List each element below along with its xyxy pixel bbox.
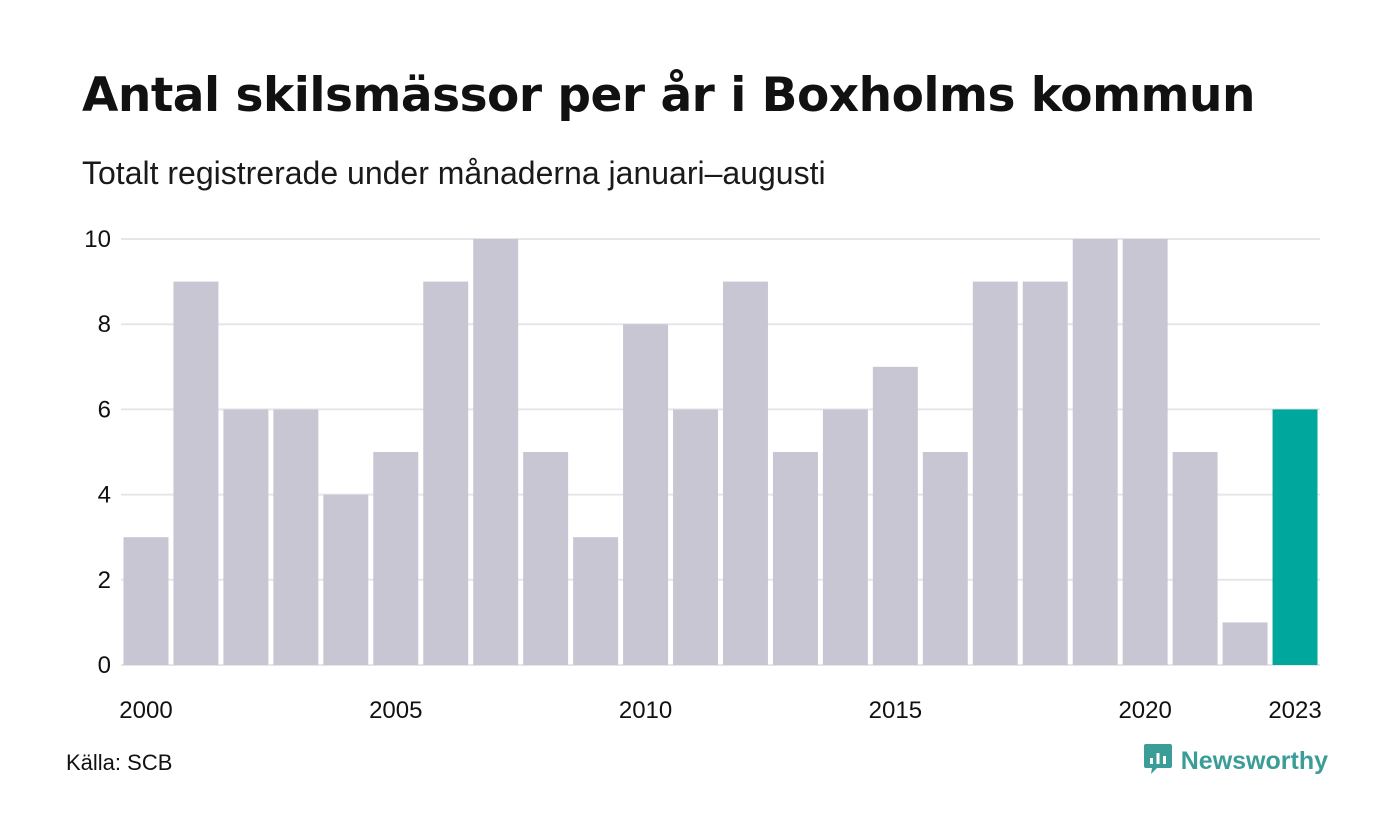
chart-subtitle: Totalt registrerade under månaderna janu… bbox=[82, 155, 826, 191]
x-tick-label: 2010 bbox=[619, 697, 672, 724]
x-tick-label: 2015 bbox=[869, 697, 922, 724]
bar-2010 bbox=[623, 324, 669, 665]
bar-2007 bbox=[473, 239, 519, 665]
chart-title: Antal skilsmässor per år i Boxholms komm… bbox=[82, 68, 1255, 123]
bar-2014 bbox=[822, 409, 868, 665]
bar-2000 bbox=[123, 537, 169, 665]
bar-2017 bbox=[972, 281, 1018, 665]
bar-2022 bbox=[1222, 622, 1268, 665]
bar-2003 bbox=[273, 409, 319, 665]
bar-2002 bbox=[223, 409, 269, 665]
bar-chart-speech-bubble-icon bbox=[1143, 742, 1173, 781]
bar-2009 bbox=[573, 537, 619, 665]
bar-2021 bbox=[1172, 452, 1218, 665]
bar-2012 bbox=[723, 281, 768, 665]
bars bbox=[123, 239, 1318, 665]
x-tick-label: 2020 bbox=[1118, 697, 1171, 724]
y-tick-label: 0 bbox=[98, 652, 111, 679]
y-tick-label: 10 bbox=[84, 226, 111, 253]
y-tick-label: 2 bbox=[98, 567, 111, 594]
x-tick-label: 2005 bbox=[369, 697, 422, 724]
bar-2013 bbox=[772, 452, 818, 665]
brand-name: Newsworthy bbox=[1180, 747, 1328, 775]
bar-2015 bbox=[872, 366, 918, 665]
y-axis-ticks: 0 2 4 6 8 10 bbox=[84, 226, 111, 679]
bar-2005 bbox=[373, 452, 419, 665]
bar-2001 bbox=[173, 281, 219, 665]
bar-chart: 0 2 4 6 8 10 2000 2005 2010 2015 2020 2023 bbox=[84, 226, 1321, 724]
gridlines bbox=[121, 238, 1320, 666]
source-note: Källa: SCB bbox=[66, 750, 173, 775]
x-tick-label: 2000 bbox=[119, 697, 172, 724]
bar-2018 bbox=[1022, 281, 1068, 665]
y-tick-label: 8 bbox=[98, 311, 111, 338]
bar-2004 bbox=[323, 494, 369, 665]
x-tick-label: 2023 bbox=[1268, 697, 1321, 724]
x-axis-ticks: 2000 2005 2010 2015 2020 2023 bbox=[119, 697, 1321, 724]
bar-2016 bbox=[922, 452, 968, 665]
bar-2023 bbox=[1272, 409, 1318, 665]
bar-2008 bbox=[523, 452, 569, 665]
newsworthy-logo[interactable]: Newsworthy bbox=[1143, 742, 1328, 781]
bar-2020 bbox=[1122, 239, 1168, 665]
bar-2019 bbox=[1072, 239, 1118, 665]
bar-2011 bbox=[673, 409, 718, 665]
bar-2006 bbox=[423, 281, 469, 665]
y-tick-label: 6 bbox=[98, 396, 111, 423]
y-tick-label: 4 bbox=[98, 482, 111, 509]
